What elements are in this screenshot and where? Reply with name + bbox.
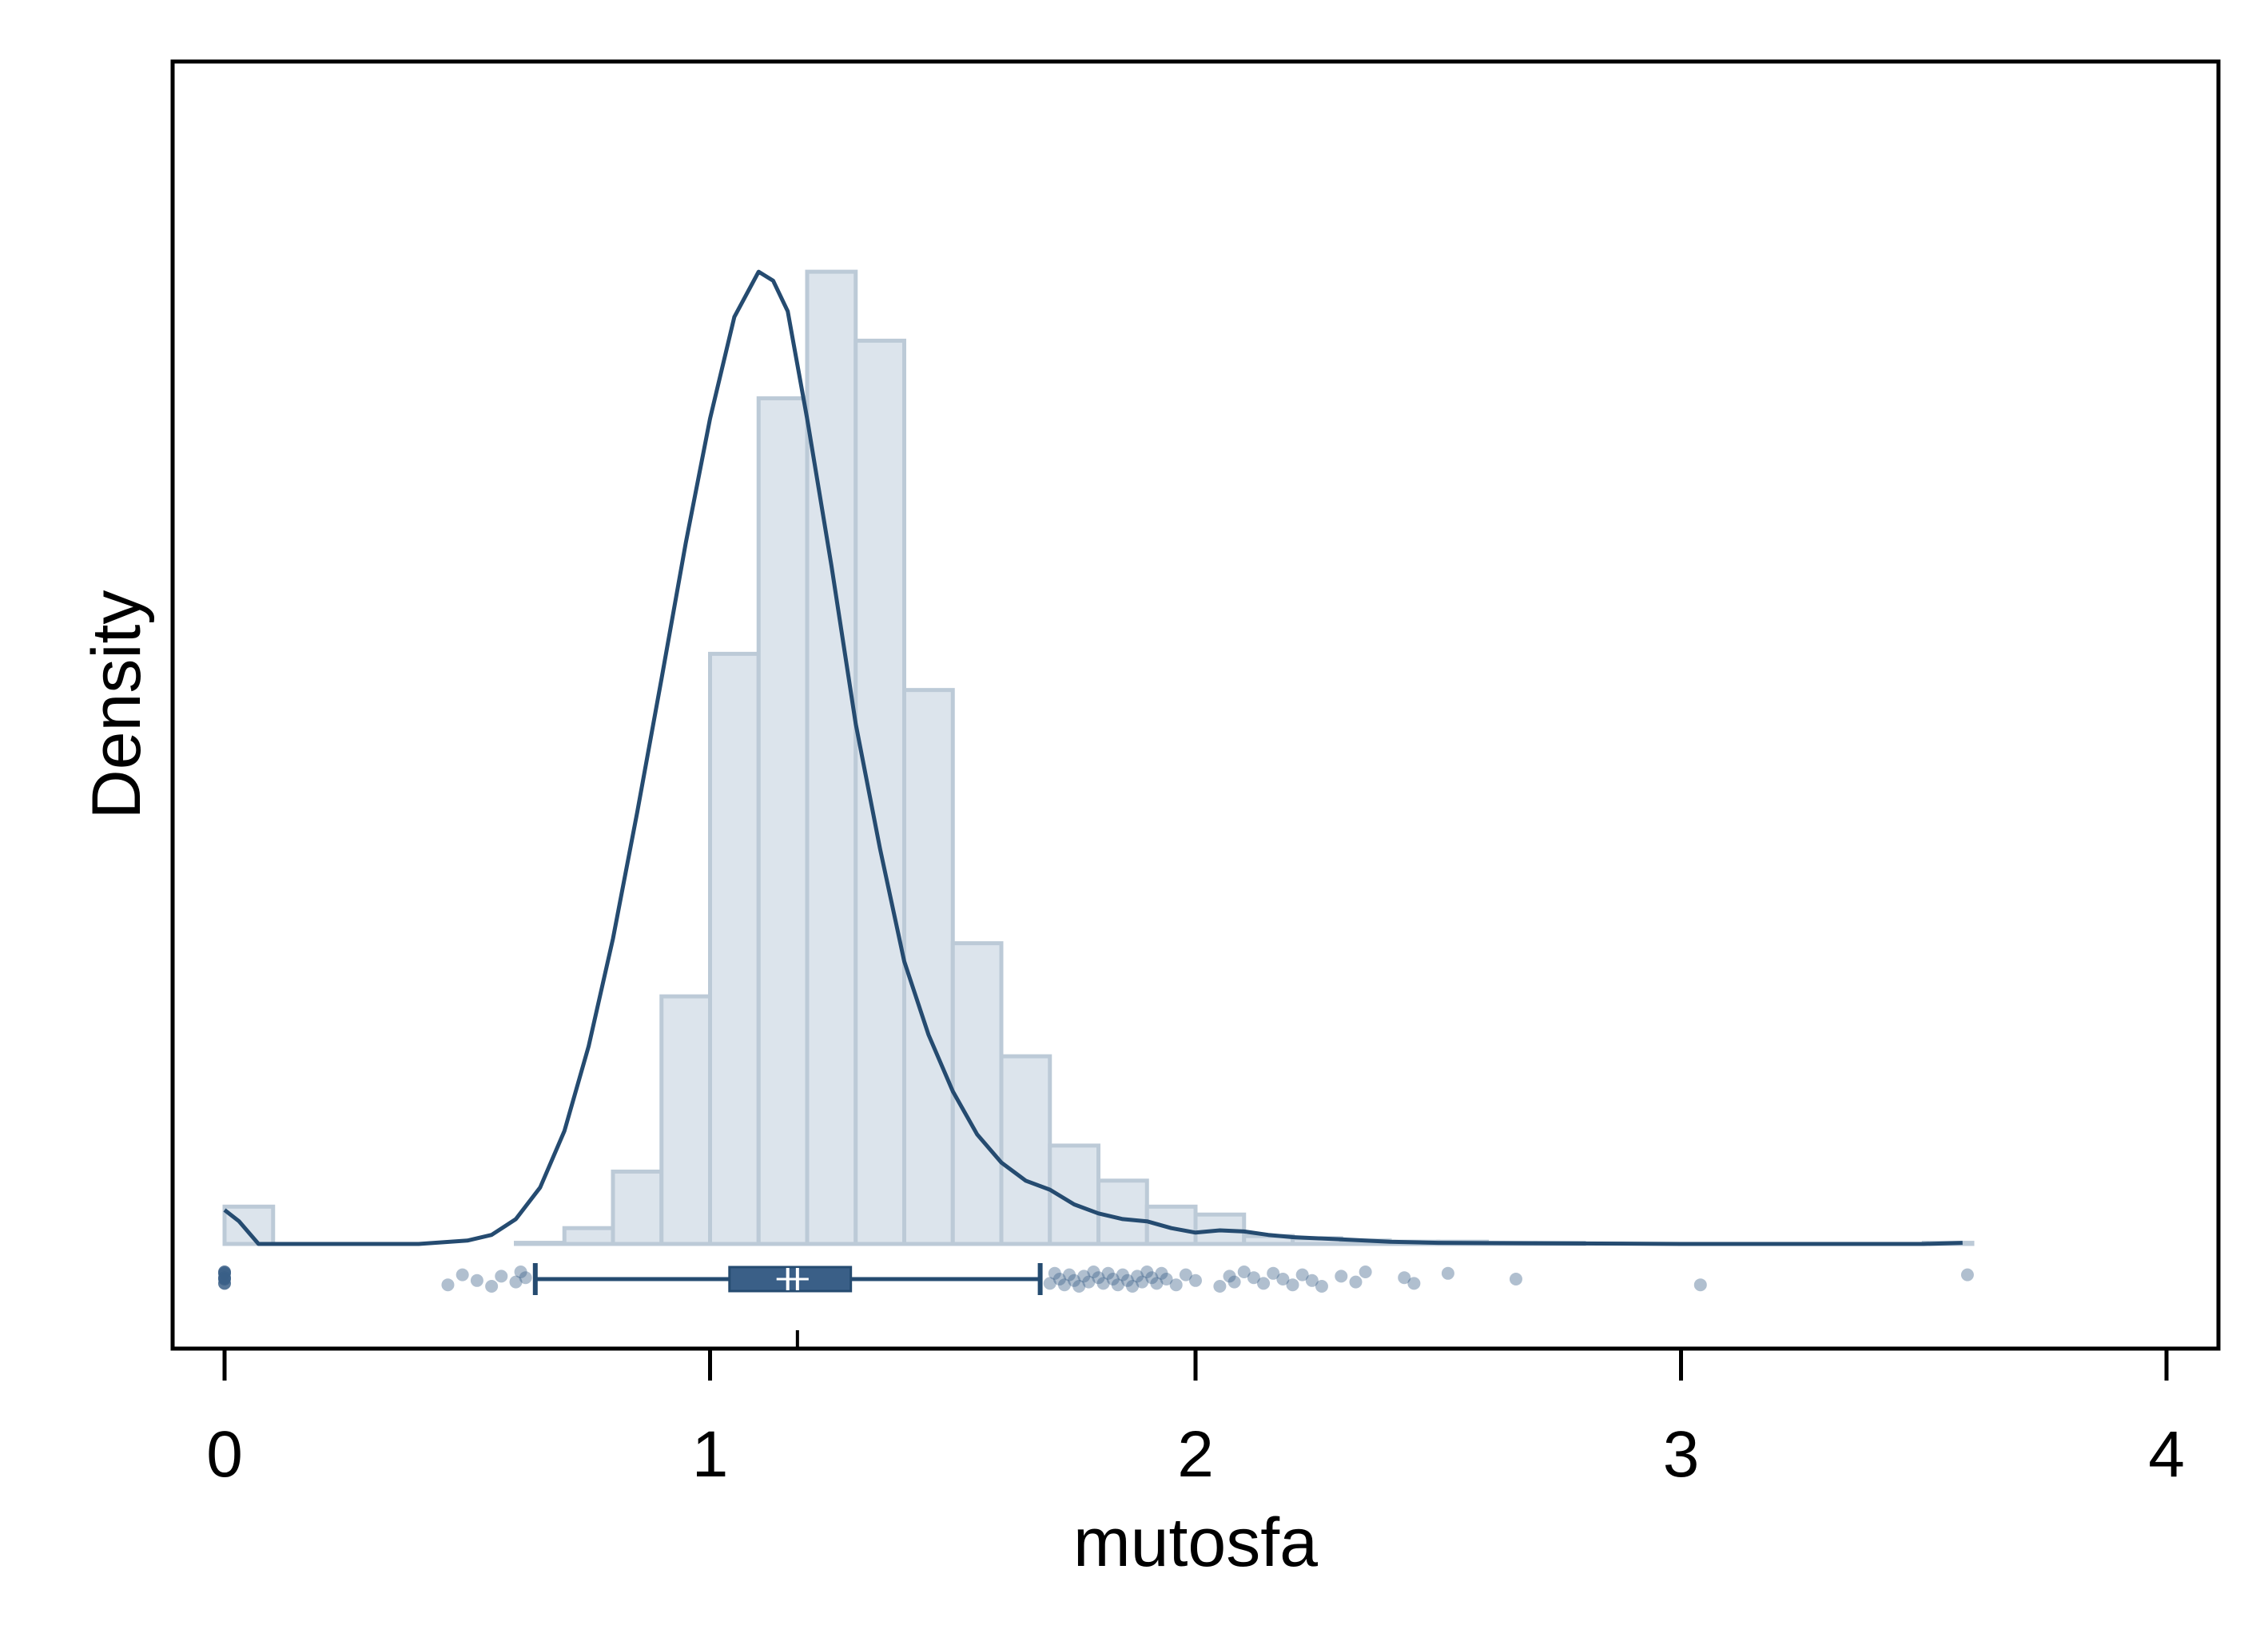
outlier-point bbox=[1359, 1266, 1372, 1278]
outlier-point bbox=[1101, 1266, 1115, 1280]
outlier-point bbox=[1247, 1271, 1260, 1285]
outlier-point bbox=[1407, 1277, 1421, 1290]
outlier-point bbox=[1063, 1268, 1076, 1281]
outlier-point bbox=[456, 1268, 469, 1281]
histogram-bar bbox=[805, 269, 858, 1246]
outlier-point bbox=[1398, 1271, 1411, 1285]
outlier-point bbox=[1257, 1277, 1271, 1290]
outlier-point bbox=[1693, 1278, 1707, 1292]
outlier-point bbox=[1509, 1273, 1522, 1285]
outlier-point bbox=[1237, 1266, 1251, 1278]
histogram-bars bbox=[222, 269, 1975, 1246]
outlier-point bbox=[1072, 1280, 1086, 1293]
outlier-point bbox=[1286, 1278, 1299, 1292]
outlier-point bbox=[1131, 1270, 1144, 1283]
outlier-point bbox=[1295, 1268, 1309, 1281]
outlier-point bbox=[1349, 1275, 1363, 1289]
outlier-point bbox=[1335, 1270, 1348, 1283]
outlier-point bbox=[1106, 1273, 1120, 1285]
outlier-point bbox=[1052, 1273, 1066, 1285]
outlier-point bbox=[441, 1278, 455, 1292]
outlier-point bbox=[1140, 1266, 1154, 1278]
histogram-bar bbox=[222, 1204, 276, 1246]
outlier-point bbox=[1126, 1280, 1140, 1293]
outlier-point bbox=[1077, 1270, 1091, 1283]
outlier-point bbox=[1111, 1278, 1124, 1292]
plot-frame bbox=[170, 59, 2221, 1351]
outlier-point bbox=[470, 1274, 483, 1287]
outlier-point bbox=[1228, 1275, 1241, 1289]
outlier-point bbox=[1223, 1270, 1236, 1283]
outlier-point bbox=[1315, 1280, 1328, 1293]
outlier-point bbox=[1160, 1273, 1173, 1285]
outlier-point bbox=[1179, 1268, 1192, 1281]
histogram-bar bbox=[853, 338, 906, 1246]
x-tick-label: 4 bbox=[2148, 1418, 2185, 1491]
outlier-point bbox=[1096, 1277, 1110, 1290]
histogram-bar bbox=[659, 994, 712, 1246]
boxplot-layer bbox=[532, 1263, 1043, 1349]
histogram-bar bbox=[708, 651, 761, 1246]
outlier-point bbox=[1213, 1280, 1227, 1293]
outlier-point bbox=[1145, 1271, 1159, 1285]
histogram-bar bbox=[1096, 1178, 1149, 1246]
outlier-point bbox=[1120, 1274, 1134, 1287]
histogram-bar bbox=[950, 941, 1004, 1246]
x-tick-label: 3 bbox=[1663, 1418, 1700, 1491]
histogram-bar bbox=[514, 1241, 567, 1246]
density-curve bbox=[223, 269, 1963, 1246]
outlier-point bbox=[509, 1275, 523, 1289]
outlier-points-layer bbox=[218, 1266, 1974, 1293]
outlier-point bbox=[1150, 1277, 1164, 1290]
x-axis-title: mutosfa bbox=[1073, 1504, 1318, 1581]
outlier-point bbox=[1116, 1268, 1129, 1281]
outlier-point bbox=[514, 1266, 527, 1278]
outlier-point bbox=[1082, 1275, 1096, 1289]
outlier-point bbox=[495, 1270, 508, 1283]
outlier-point bbox=[1276, 1273, 1290, 1285]
histogram-bar bbox=[756, 396, 810, 1246]
histogram-bar bbox=[902, 688, 955, 1246]
histogram-bar bbox=[562, 1226, 615, 1246]
outlier-point bbox=[1092, 1271, 1105, 1285]
y-axis-title: Density bbox=[78, 590, 155, 820]
x-tick-label: 0 bbox=[206, 1418, 243, 1491]
outlier-point bbox=[1305, 1274, 1319, 1287]
x-axis: 0 1 2 3 4 bbox=[206, 1350, 2185, 1491]
outlier-point bbox=[485, 1280, 499, 1293]
histogram-bar bbox=[611, 1169, 664, 1246]
outlier-point bbox=[1087, 1266, 1100, 1278]
outlier-point bbox=[218, 1273, 231, 1285]
outlier-point bbox=[1169, 1278, 1183, 1292]
outlier-point bbox=[1057, 1278, 1071, 1292]
outlier-point bbox=[1155, 1266, 1168, 1280]
outlier-point bbox=[1136, 1275, 1149, 1289]
histogram-bar bbox=[999, 1054, 1052, 1246]
outlier-point bbox=[1189, 1274, 1202, 1287]
outlier-point bbox=[1043, 1277, 1056, 1290]
x-tick-label: 2 bbox=[1177, 1418, 1214, 1491]
outlier-point bbox=[1048, 1266, 1061, 1280]
x-tick-label: 1 bbox=[692, 1418, 729, 1491]
outlier-point bbox=[1068, 1274, 1081, 1287]
outlier-point bbox=[1267, 1266, 1280, 1280]
outlier-point bbox=[1441, 1266, 1454, 1280]
density-curve-layer bbox=[223, 269, 1963, 1246]
outlier-point bbox=[519, 1271, 532, 1285]
outlier-point bbox=[1960, 1268, 1974, 1281]
